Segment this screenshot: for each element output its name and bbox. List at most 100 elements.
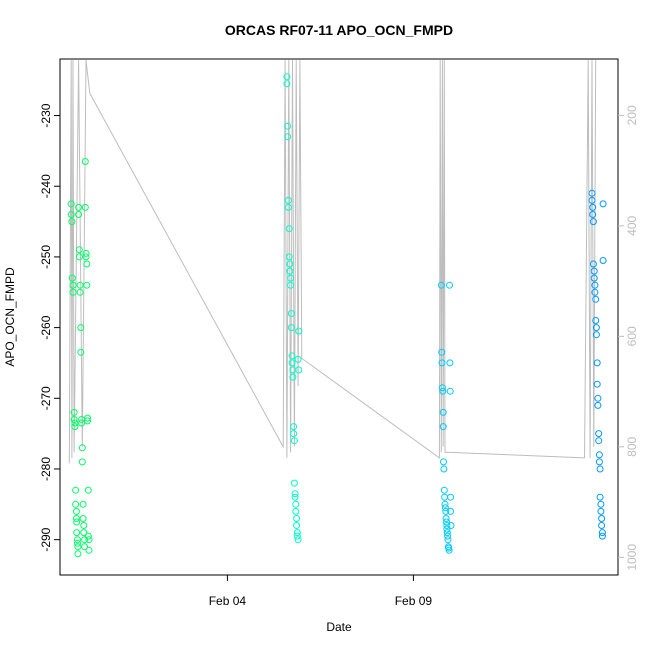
data-point (292, 500, 300, 508)
data-point (71, 423, 79, 431)
data-point (84, 532, 92, 540)
data-point (290, 437, 298, 445)
data-point (598, 529, 606, 537)
data-point (438, 348, 446, 356)
data-point (286, 267, 294, 275)
data-point (438, 384, 446, 392)
data-point (440, 486, 448, 494)
x-tick-label: Feb 09 (395, 594, 433, 608)
data-point (442, 507, 450, 515)
data-point (441, 504, 449, 512)
data-point (293, 522, 301, 529)
data-point (290, 479, 298, 487)
data-point (291, 493, 299, 501)
data-point (440, 465, 448, 473)
data-point (293, 529, 301, 537)
data-point (595, 451, 603, 459)
data-point (447, 507, 455, 515)
data-point (73, 518, 81, 526)
data-point (589, 203, 597, 211)
data-point (594, 401, 602, 409)
altitude-line (68, 60, 597, 464)
data-point (598, 532, 606, 540)
data-point (441, 493, 449, 501)
x-axis: Feb 04 Feb 09 (209, 575, 433, 608)
y-tick-label: -240 (39, 174, 53, 198)
data-point (75, 253, 83, 261)
data-point (72, 507, 80, 515)
plot-frame (59, 58, 619, 576)
data-point (592, 324, 600, 332)
data-point (594, 394, 602, 402)
y2-tick-label: 800 (625, 436, 639, 456)
data-point (74, 543, 82, 551)
data-point (589, 218, 597, 226)
x-tick-label: Feb 04 (209, 594, 247, 608)
data-point (83, 281, 91, 289)
y2-tick-label: 400 (625, 216, 639, 236)
data-point (596, 493, 604, 501)
data-point (439, 408, 447, 416)
data-point (84, 417, 91, 425)
data-point (292, 507, 300, 515)
data-point (295, 366, 303, 374)
data-point (287, 281, 295, 289)
data-point (294, 536, 302, 544)
data-point (84, 414, 91, 422)
data-point (591, 288, 599, 296)
y-tick-label: -280 (39, 457, 53, 481)
data-point (67, 211, 75, 218)
data-point (284, 196, 292, 204)
data-point (286, 260, 294, 268)
data-point (285, 253, 293, 261)
data-point (443, 529, 451, 537)
data-point (85, 536, 93, 544)
data-point (81, 158, 89, 165)
data-point (69, 281, 77, 289)
data-point (72, 500, 80, 508)
data-point (589, 260, 597, 268)
data-point (590, 274, 598, 282)
data-point (287, 274, 295, 282)
data-point (290, 430, 298, 438)
y2-tick-label: 200 (625, 105, 639, 125)
data-point (71, 419, 79, 427)
data-point (75, 203, 83, 211)
data-point (439, 423, 447, 431)
data-point (447, 522, 455, 529)
data-point (443, 518, 450, 526)
data-point (77, 324, 85, 332)
data-point (67, 200, 75, 208)
data-point (72, 515, 80, 522)
data-point (287, 310, 295, 317)
data-point (592, 295, 600, 303)
data-point (598, 515, 606, 522)
data-point (293, 532, 301, 540)
data-point (80, 522, 88, 529)
y-tick-label: -230 (39, 103, 53, 127)
y-tick-label: -270 (39, 386, 53, 410)
data-point (445, 546, 453, 554)
data-point (592, 331, 600, 339)
data-point (294, 355, 302, 363)
data-point (283, 73, 291, 81)
data-point (291, 490, 299, 498)
data-point (597, 507, 605, 515)
data-point (599, 200, 607, 208)
data-point (593, 359, 601, 367)
data-point (76, 281, 84, 289)
y-axis-right: 200 400 600 800 1000 (618, 105, 639, 571)
data-point (288, 359, 296, 367)
data-point (74, 536, 81, 544)
data-point (446, 359, 454, 367)
data-point (593, 380, 601, 388)
data-point (441, 500, 449, 508)
data-point (595, 430, 603, 438)
data-point (440, 458, 447, 466)
data-point (446, 387, 454, 395)
data-point (444, 536, 452, 544)
data-point (290, 423, 298, 431)
data-point (81, 536, 89, 544)
data-point (599, 257, 607, 264)
data-point (597, 500, 605, 508)
